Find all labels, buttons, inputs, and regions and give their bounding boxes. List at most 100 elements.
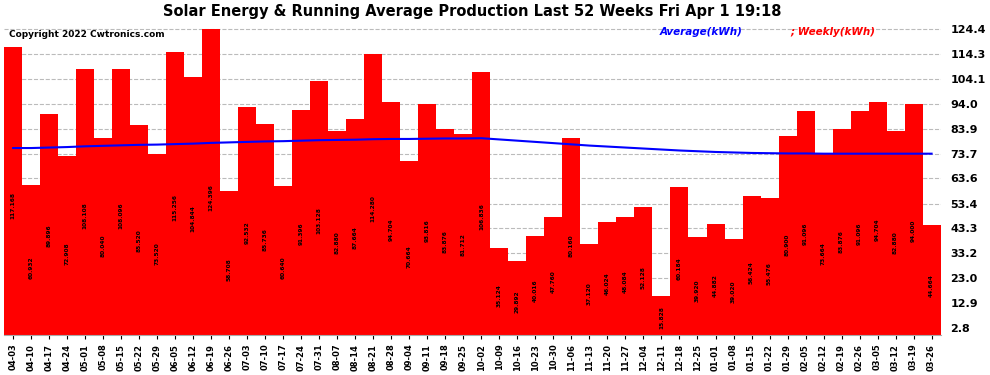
Bar xyxy=(220,190,239,334)
Bar xyxy=(923,225,940,334)
Text: 91.096: 91.096 xyxy=(857,223,862,245)
Bar xyxy=(256,124,274,334)
Text: 80.900: 80.900 xyxy=(785,234,790,256)
Text: 48.084: 48.084 xyxy=(623,270,628,293)
Bar xyxy=(184,77,202,334)
Bar xyxy=(472,72,490,334)
Bar xyxy=(833,129,850,334)
Bar xyxy=(887,131,905,334)
Text: 15.828: 15.828 xyxy=(659,306,664,328)
Text: 108.096: 108.096 xyxy=(119,202,124,228)
Bar xyxy=(797,111,815,334)
Text: 94.000: 94.000 xyxy=(911,220,916,242)
Title: Solar Energy & Running Average Production Last 52 Weeks Fri Apr 1 19:18: Solar Energy & Running Average Productio… xyxy=(163,4,782,19)
Bar xyxy=(635,207,652,334)
Text: 56.424: 56.424 xyxy=(749,261,754,284)
Bar xyxy=(148,154,166,334)
Bar xyxy=(274,186,292,334)
Bar xyxy=(760,198,778,334)
Bar xyxy=(239,107,256,334)
Text: 39.920: 39.920 xyxy=(695,279,700,302)
Bar xyxy=(454,134,472,334)
Text: 46.024: 46.024 xyxy=(605,273,610,295)
Text: 89.896: 89.896 xyxy=(47,224,51,247)
Bar xyxy=(364,54,382,334)
Text: 91.396: 91.396 xyxy=(299,222,304,245)
Text: 106.836: 106.836 xyxy=(479,203,484,230)
Text: 60.184: 60.184 xyxy=(677,257,682,279)
Text: 82.880: 82.880 xyxy=(335,232,340,255)
Bar xyxy=(292,110,310,334)
Bar xyxy=(112,69,131,334)
Text: 92.532: 92.532 xyxy=(245,221,249,244)
Bar xyxy=(815,154,833,334)
Text: 35.124: 35.124 xyxy=(497,284,502,307)
Text: Average(kWh): Average(kWh) xyxy=(659,27,742,37)
Text: 72.908: 72.908 xyxy=(64,243,69,266)
Bar xyxy=(707,225,725,334)
Text: 29.892: 29.892 xyxy=(515,290,520,313)
Text: 44.882: 44.882 xyxy=(713,274,718,297)
Text: 108.108: 108.108 xyxy=(83,202,88,229)
Text: 83.876: 83.876 xyxy=(443,231,447,254)
Bar xyxy=(94,138,112,334)
Text: 81.712: 81.712 xyxy=(461,233,466,256)
Bar xyxy=(490,248,509,334)
Bar xyxy=(670,187,688,334)
Bar xyxy=(742,196,760,334)
Text: 55.476: 55.476 xyxy=(767,262,772,285)
Text: 44.664: 44.664 xyxy=(929,274,935,297)
Text: 80.040: 80.040 xyxy=(101,235,106,258)
Text: 58.708: 58.708 xyxy=(227,258,232,281)
Bar xyxy=(725,239,742,334)
Bar xyxy=(22,185,41,334)
Text: 87.664: 87.664 xyxy=(352,226,357,249)
Text: Copyright 2022 Cwtronics.com: Copyright 2022 Cwtronics.com xyxy=(9,30,164,39)
Text: 73.664: 73.664 xyxy=(821,242,826,265)
Text: 117.168: 117.168 xyxy=(11,192,16,219)
Bar xyxy=(310,81,329,334)
Bar xyxy=(437,129,454,334)
Text: 39.020: 39.020 xyxy=(731,280,736,303)
Bar xyxy=(652,296,670,334)
Bar xyxy=(905,104,923,334)
Bar xyxy=(688,237,707,334)
Bar xyxy=(202,29,220,334)
Bar xyxy=(562,138,580,334)
Text: 60.932: 60.932 xyxy=(29,256,34,279)
Bar xyxy=(527,236,545,334)
Text: 124.396: 124.396 xyxy=(209,184,214,211)
Text: 52.128: 52.128 xyxy=(641,266,645,288)
Text: 60.640: 60.640 xyxy=(281,256,286,279)
Bar xyxy=(598,222,617,334)
Bar xyxy=(400,161,419,334)
Text: 85.520: 85.520 xyxy=(137,229,142,252)
Text: ; Weekly(kWh): ; Weekly(kWh) xyxy=(791,27,876,37)
Bar xyxy=(166,52,184,334)
Text: 104.844: 104.844 xyxy=(191,206,196,232)
Bar xyxy=(329,131,346,334)
Bar xyxy=(346,119,364,334)
Bar xyxy=(509,261,527,334)
Text: 37.120: 37.120 xyxy=(587,282,592,305)
Text: 114.280: 114.280 xyxy=(371,195,376,222)
Text: 85.736: 85.736 xyxy=(262,228,267,251)
Bar xyxy=(868,102,887,334)
Text: 80.160: 80.160 xyxy=(569,235,574,257)
Bar xyxy=(544,217,562,334)
Bar xyxy=(382,102,400,334)
Bar xyxy=(778,136,797,334)
Bar xyxy=(58,156,76,334)
Text: 103.128: 103.128 xyxy=(317,207,322,234)
Text: 47.760: 47.760 xyxy=(550,270,556,293)
Bar xyxy=(617,217,635,334)
Text: 73.520: 73.520 xyxy=(154,242,159,265)
Text: 91.096: 91.096 xyxy=(803,223,808,245)
Bar xyxy=(41,114,58,334)
Text: 94.704: 94.704 xyxy=(875,219,880,242)
Bar xyxy=(850,111,868,334)
Bar xyxy=(580,243,598,334)
Bar xyxy=(4,47,22,334)
Text: 40.016: 40.016 xyxy=(533,279,538,302)
Text: 93.816: 93.816 xyxy=(425,220,430,242)
